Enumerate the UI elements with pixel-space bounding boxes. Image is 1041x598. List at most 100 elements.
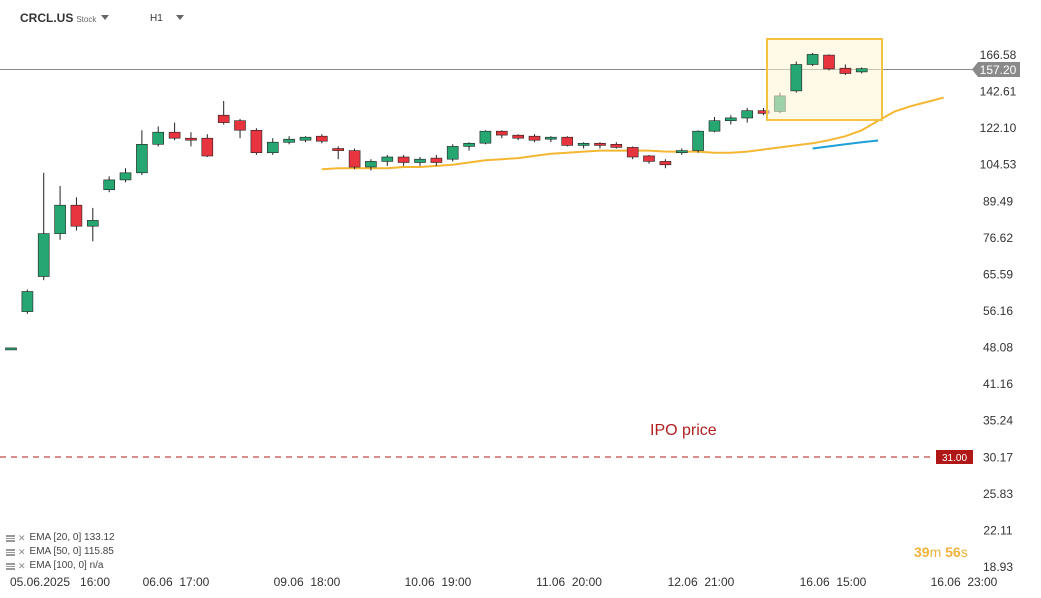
symbol-selector[interactable]: CRCL.US Stock [20, 11, 96, 25]
candle-body-down [250, 130, 263, 154]
symbol-type: Stock [76, 15, 97, 24]
candle [414, 157, 426, 166]
candle-body-down [659, 161, 672, 166]
time-tick-label: 09.06 18:00 [274, 575, 341, 589]
candle-body-down [185, 137, 197, 141]
current-price-tag: 157.20 [972, 62, 1020, 77]
candle [577, 142, 590, 149]
ipo-price-tag-bg [936, 450, 973, 464]
countdown-seconds: 56 [945, 544, 961, 560]
legend-ema50-text: EMA [50, 0] 115.85 [29, 546, 114, 557]
price-tick-label: 166.58 [980, 48, 1017, 62]
candle [708, 117, 721, 133]
candle [54, 186, 66, 240]
candle-body-down [217, 114, 230, 123]
candle-body-down [201, 137, 214, 157]
candle-countdown: 39m 56s [914, 544, 968, 560]
menu-icon[interactable] [6, 562, 15, 570]
chevron-down-icon[interactable] [176, 15, 184, 20]
price-tick-label: 25.83 [983, 487, 1013, 501]
candle [348, 148, 361, 170]
price-tick-label: 122.10 [980, 121, 1017, 135]
candle-body-up [790, 64, 803, 92]
candle-body-down [626, 147, 639, 158]
candle [626, 146, 639, 160]
price-tick-label: 48.08 [983, 341, 1013, 355]
candle [397, 154, 410, 166]
time-tick-label: 05.06.2025 16:00 [10, 575, 110, 589]
legend-ema20[interactable]: ✕ EMA [20, 0] 133.12 [6, 531, 115, 545]
candle-body-up [675, 150, 688, 154]
chevron-down-icon[interactable] [101, 15, 109, 20]
time-tick-label: 06.06 17:00 [143, 575, 210, 589]
highlight-box [766, 38, 883, 121]
candle [528, 134, 541, 143]
candle-body-up [855, 68, 868, 73]
price-tick-label: 76.62 [983, 231, 1013, 245]
price-tick-label: 89.49 [983, 194, 1013, 208]
candle [266, 138, 279, 155]
menu-icon[interactable] [6, 548, 15, 556]
time-tick-label: 16.06 15:00 [800, 575, 867, 589]
candle [741, 108, 754, 123]
candle-body-down [512, 134, 525, 139]
candle [545, 136, 557, 143]
candle-body-down [528, 135, 541, 141]
candle-body-down [594, 143, 606, 146]
candle-body-up [5, 347, 17, 351]
candle-body-up [806, 54, 819, 65]
ema50-line [812, 139, 879, 150]
candle-body-up [446, 146, 459, 160]
candle-body-up [266, 141, 279, 153]
candle [136, 130, 148, 176]
current-price-tag-bg [972, 62, 1020, 77]
candle-body-down [561, 136, 574, 146]
candle-body-down [168, 131, 181, 139]
candle [643, 154, 655, 164]
symbol-name: CRCL.US [20, 11, 74, 25]
candle [823, 54, 835, 71]
close-icon[interactable]: ✕ [18, 533, 26, 543]
menu-icon[interactable] [6, 534, 15, 542]
timeframe-selector[interactable]: H1 [150, 13, 163, 24]
candle [299, 136, 312, 143]
candle [692, 130, 704, 153]
ipo-price-tag-text: 31.00 [942, 453, 967, 464]
price-tick-label: 22.11 [983, 523, 1012, 537]
candle-top-layer [790, 53, 868, 93]
legend-ema50[interactable]: ✕ EMA [50, 0] 115.85 [6, 545, 115, 559]
candle-body-up [54, 204, 66, 234]
candle-body-down [610, 144, 623, 148]
price-tick-label: 41.16 [983, 377, 1013, 391]
current-price-tag-text: 157.20 [980, 63, 1017, 77]
candle [463, 142, 475, 151]
candle [806, 53, 819, 66]
candle [855, 67, 868, 74]
candle [365, 159, 377, 171]
legend-ema100[interactable]: ✕ EMA [100, 0] n/a [6, 559, 115, 573]
candle-body-up [136, 144, 148, 174]
price-tick-label: 18.93 [983, 560, 1013, 574]
candle-body-up [37, 233, 50, 277]
candle [512, 134, 525, 141]
price-tick-label: 56.16 [983, 304, 1013, 318]
candle-body-down [430, 157, 443, 163]
indicator-legend: ✕ EMA [20, 0] 133.12 ✕ EMA [50, 0] 115.85 … [6, 531, 115, 573]
candle-body-up [692, 130, 704, 151]
price-tick-label: 30.17 [983, 450, 1013, 464]
countdown-minutes: 39 [914, 544, 930, 560]
candle [37, 172, 50, 281]
candle [168, 122, 181, 141]
candle-body-up [381, 156, 394, 162]
close-icon[interactable]: ✕ [18, 547, 26, 557]
time-tick-label: 10.06 19:00 [405, 575, 472, 589]
candle-body-up [741, 110, 754, 119]
candle-body-down [839, 67, 852, 74]
candle-body-up [21, 291, 34, 312]
legend-ema100-text: EMA [100, 0] n/a [29, 560, 104, 571]
candle-body-down [315, 135, 328, 142]
countdown-seconds-unit: s [960, 544, 968, 560]
candle [87, 207, 99, 242]
close-icon[interactable]: ✕ [18, 561, 26, 571]
